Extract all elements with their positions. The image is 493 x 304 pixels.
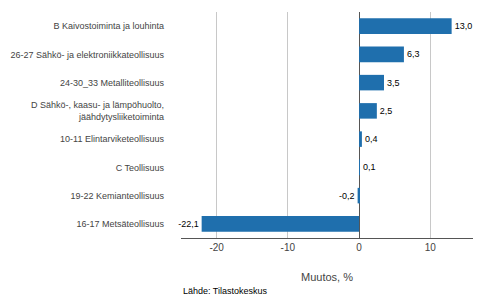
svg-text:D Sähkö-, kaasu- ja lämpöhuolt: D Sähkö-, kaasu- ja lämpöhuolto,jäähdyty… — [31, 100, 164, 122]
svg-text:0,1: 0,1 — [363, 162, 376, 172]
svg-text:-0,2: -0,2 — [339, 191, 355, 201]
svg-text:10: 10 — [425, 242, 437, 253]
svg-text:Lähde: Tilastokeskus: Lähde: Tilastokeskus — [183, 286, 268, 296]
svg-text:19-22 Kemianteollisuus: 19-22 Kemianteollisuus — [70, 191, 164, 201]
svg-text:16-17 Metsäteollisuus: 16-17 Metsäteollisuus — [76, 219, 164, 229]
svg-text:3,5: 3,5 — [387, 78, 400, 88]
svg-text:B Kaivostoiminta ja louhinta: B Kaivostoiminta ja louhinta — [53, 21, 164, 31]
svg-text:26-27 Sähkö- ja elektroniikkat: 26-27 Sähkö- ja elektroniikkateollisuus — [10, 50, 164, 60]
svg-text:0: 0 — [356, 242, 362, 253]
svg-text:C Teollisuus: C Teollisuus — [116, 163, 165, 173]
svg-text:-20: -20 — [209, 242, 224, 253]
svg-text:-22,1: -22,1 — [178, 219, 199, 229]
svg-text:Muutos, %: Muutos, % — [301, 271, 353, 283]
svg-text:24-30_33 Metalliteollisuus: 24-30_33 Metalliteollisuus — [60, 78, 165, 88]
svg-text:2,5: 2,5 — [380, 106, 393, 116]
svg-text:13,0: 13,0 — [455, 21, 473, 31]
svg-text:6,3: 6,3 — [407, 49, 420, 59]
svg-text:-10: -10 — [281, 242, 296, 253]
svg-text:10-11 Elintarviketeollisuus: 10-11 Elintarviketeollisuus — [60, 134, 164, 144]
svg-text:0,4: 0,4 — [365, 134, 378, 144]
